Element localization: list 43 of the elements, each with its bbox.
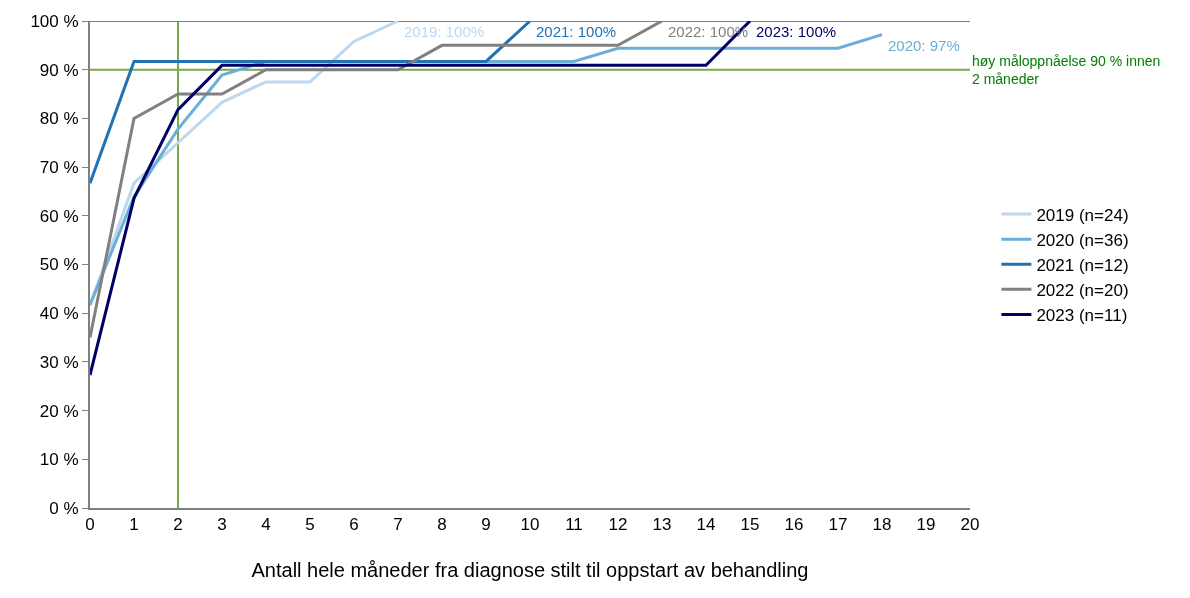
- x-tick-label: 13: [652, 515, 672, 535]
- x-tick-label: 12: [608, 515, 628, 535]
- x-axis-title: Antall hele måneder fra diagnose stilt til oppstart av behandling: [251, 559, 809, 582]
- y-tick-label: 30 %: [39, 352, 79, 372]
- x-tick-label: 14: [696, 515, 716, 535]
- x-tick-label: 6: [349, 515, 359, 535]
- x-tick-label: 17: [828, 515, 848, 535]
- x-tick-label: 4: [261, 515, 271, 535]
- x-tick-label: 19: [916, 515, 936, 535]
- y-tick-label: 50 %: [39, 255, 79, 275]
- x-tick-label: 2: [173, 515, 183, 535]
- y-tick-label: 90 %: [39, 60, 79, 80]
- x-tick-label: 15: [740, 515, 760, 535]
- annotation: 2021: 100%: [536, 23, 617, 40]
- y-tick-label: 60 %: [39, 206, 79, 226]
- x-tick-label: 8: [437, 515, 447, 535]
- legend-label: 2023 (n=11): [1036, 306, 1128, 326]
- x-tick-label: 3: [217, 515, 227, 535]
- x-tick-label: 10: [520, 515, 540, 535]
- y-tick-label: 10 %: [39, 450, 79, 470]
- y-tick-label: 100 %: [30, 11, 79, 31]
- x-tick-label: 0: [85, 515, 95, 535]
- annotation: 2020: 97%: [888, 37, 960, 54]
- y-tick-label: 80 %: [39, 109, 79, 129]
- y-tick-label: 0 %: [49, 498, 79, 518]
- legend-label: 2021 (n=12): [1036, 255, 1129, 275]
- legend-label: 2019 (n=24): [1036, 205, 1129, 225]
- ref-line-label: høy måloppnåelse 90 % innen 2 måneder: [972, 53, 1161, 88]
- x-tick-label: 1: [129, 515, 139, 535]
- x-tick-label: 9: [481, 515, 491, 535]
- y-tick-label: 20 %: [39, 401, 79, 421]
- legend-label: 2022 (n=20): [1036, 280, 1129, 300]
- annotation: 2019: 100%: [404, 23, 485, 40]
- x-tick-label: 11: [565, 515, 583, 535]
- x-tick-label: 5: [305, 515, 315, 535]
- y-tick-label: 70 %: [39, 158, 79, 178]
- x-tick-label: 18: [872, 515, 892, 535]
- x-tick-label: 20: [960, 515, 980, 535]
- x-tick-label: 16: [784, 515, 804, 535]
- annotation: 2023: 100%: [756, 23, 837, 40]
- y-tick-label: 40 %: [39, 304, 79, 324]
- x-tick-label: 7: [393, 515, 403, 535]
- legend-label: 2020 (n=36): [1036, 230, 1129, 250]
